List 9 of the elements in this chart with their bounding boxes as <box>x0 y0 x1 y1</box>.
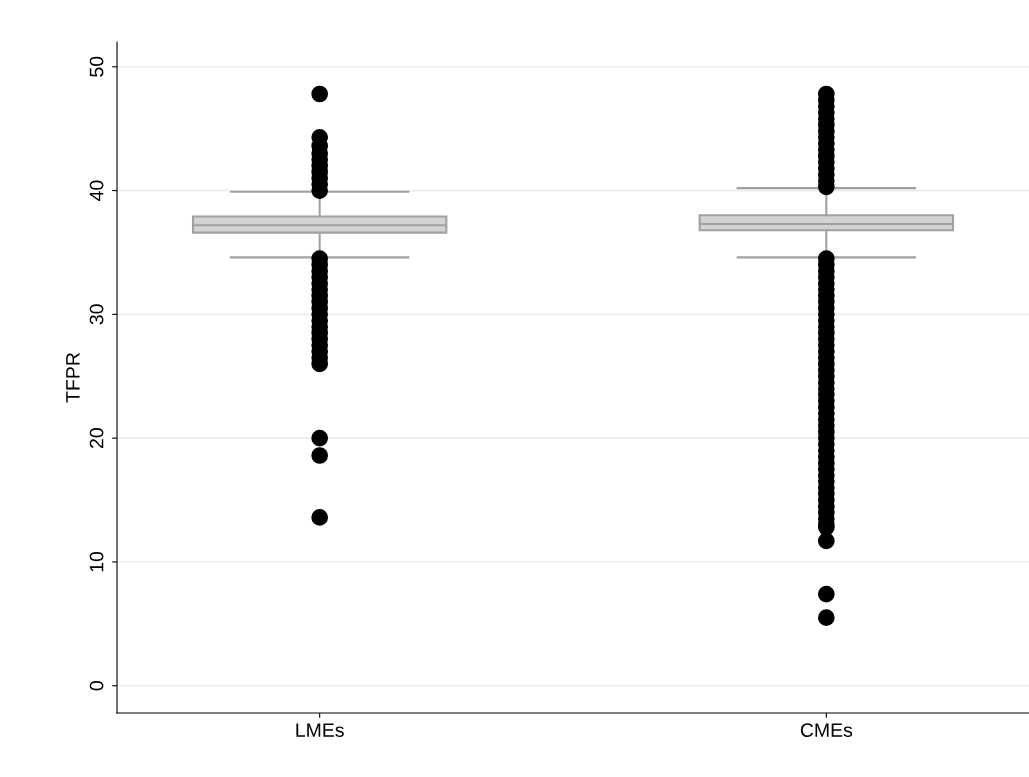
x-tick-label: CMEs <box>800 723 853 737</box>
y-tick-label: 30 <box>89 304 104 325</box>
x-tick-label: LMEs <box>296 723 344 737</box>
y-axis-title: TFPR <box>66 353 80 403</box>
y-tick-label: 0 <box>89 681 104 691</box>
y-tick-label: 40 <box>89 180 104 201</box>
y-tick-label: 50 <box>89 56 104 77</box>
y-tick-label: 10 <box>89 551 104 572</box>
y-tick-label: 20 <box>89 428 104 448</box>
